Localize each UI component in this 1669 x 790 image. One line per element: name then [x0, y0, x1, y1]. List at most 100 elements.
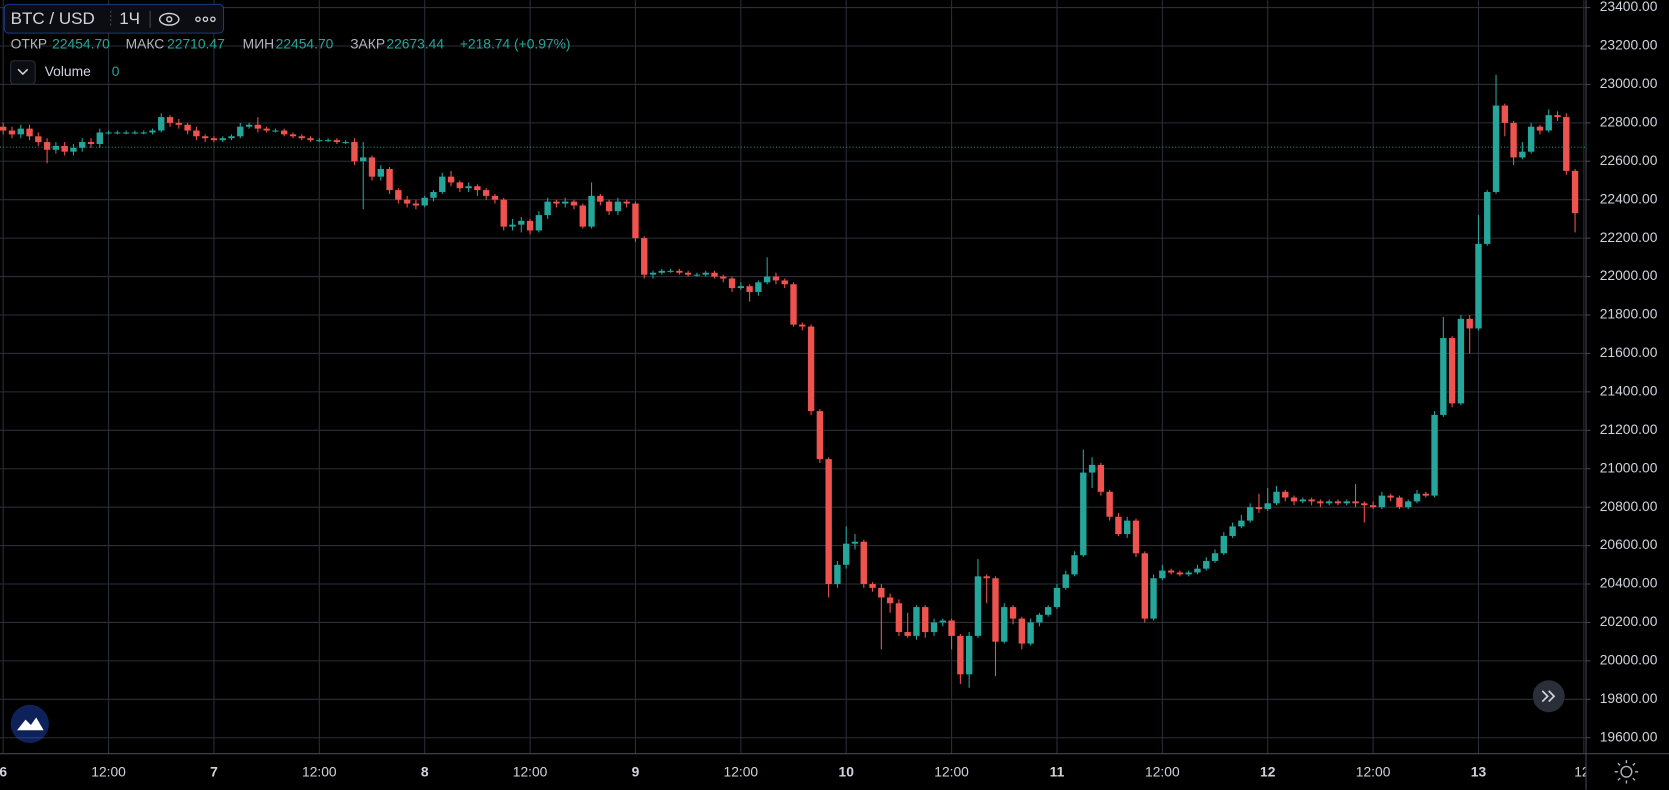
candle-body	[324, 140, 332, 142]
candle-body	[763, 276, 771, 283]
candle-body	[1194, 568, 1201, 573]
candle-body	[395, 190, 402, 200]
candle-body	[1334, 501, 1342, 504]
candle-body	[1431, 414, 1438, 496]
y-tick-label: 20000.00	[1600, 652, 1658, 668]
candle-body	[1150, 578, 1157, 619]
eye-icon[interactable]	[158, 12, 180, 26]
candle-body	[1510, 122, 1517, 158]
x-tick-label: 11	[1050, 764, 1065, 780]
y-tick-label: 23000.00	[1600, 75, 1658, 91]
scroll-to-end[interactable]	[1532, 680, 1565, 713]
candle-body	[737, 286, 745, 289]
candle-body	[1352, 501, 1359, 504]
grid	[0, 0, 1586, 754]
candle-body	[1185, 572, 1192, 575]
candle-body	[886, 597, 894, 604]
x-tick-label: 12:00	[1356, 764, 1391, 780]
candle-body	[1290, 497, 1298, 502]
candle-body	[140, 132, 147, 134]
candle-body	[1106, 491, 1113, 517]
symbol[interactable]: BTC / USD	[11, 9, 95, 28]
x-tick-label: 12:00	[91, 764, 126, 780]
candle-body	[1405, 501, 1412, 508]
candle-body	[1343, 501, 1350, 504]
candle-body	[983, 576, 990, 579]
candle-body	[605, 201, 613, 212]
candle-body	[254, 124, 262, 129]
candle-body	[456, 182, 464, 189]
candle-body	[755, 282, 762, 292]
candle-body	[201, 136, 209, 139]
candle-body	[1554, 115, 1561, 118]
candle-body	[342, 142, 349, 144]
candle-body	[702, 272, 709, 275]
candle-body	[623, 201, 630, 204]
candle-body	[1527, 126, 1535, 152]
candle-body	[1378, 495, 1386, 508]
open-label: ОТКР	[11, 35, 47, 51]
candle-body	[474, 186, 481, 191]
low-value: 22454.70	[276, 35, 334, 51]
candle-body	[1203, 560, 1210, 569]
settings-icon[interactable]	[1614, 760, 1639, 784]
open-value: 22454.70	[52, 35, 110, 51]
y-tick-label: 20600.00	[1600, 536, 1658, 552]
candle-body	[281, 130, 288, 135]
candle-body	[228, 136, 235, 139]
candle-body	[219, 138, 226, 141]
candle-body	[43, 142, 51, 150]
volume-value: 0	[112, 63, 120, 79]
collapse-button[interactable]	[10, 60, 36, 85]
y-tick-label: 21000.00	[1600, 459, 1658, 475]
candle-body	[579, 205, 586, 227]
candle-body	[421, 197, 428, 206]
candle-body	[8, 130, 16, 135]
y-tick-label: 23400.00	[1600, 0, 1658, 14]
candle-body	[746, 286, 753, 292]
y-tick-label: 21200.00	[1600, 421, 1658, 437]
candle-body	[1220, 535, 1228, 554]
candle-body	[149, 130, 156, 133]
symbol-box[interactable]	[3, 3, 225, 34]
candle-body	[96, 132, 103, 144]
candle-body	[70, 147, 77, 152]
logo[interactable]	[10, 704, 49, 744]
y-tick-label: 23200.00	[1600, 37, 1658, 53]
candle-body	[1159, 570, 1166, 579]
candle-body	[1317, 501, 1324, 504]
candle-body	[245, 124, 253, 127]
x-tick-label: 12:00	[1145, 764, 1180, 780]
y-tick-label: 22200.00	[1600, 229, 1658, 245]
y-tick-label: 20200.00	[1600, 613, 1658, 629]
candle-body	[930, 622, 938, 633]
candle-body	[878, 587, 885, 598]
candle-body	[237, 126, 244, 137]
candle-body	[412, 203, 420, 206]
candle-body	[17, 128, 24, 135]
candle-body	[1001, 607, 1008, 642]
more-icon[interactable]	[195, 16, 216, 23]
candle-body	[1211, 553, 1219, 561]
candle-body	[1466, 318, 1473, 329]
candle-body	[720, 276, 727, 279]
interval[interactable]: 1Ч	[119, 9, 140, 28]
candle-body	[333, 140, 341, 143]
y-tick-label: 22600.00	[1600, 152, 1658, 168]
candle-body	[728, 278, 736, 289]
candle-body	[439, 176, 446, 193]
candle-body	[166, 117, 174, 123]
high-value: 22710.47	[167, 35, 225, 51]
candle-body	[1115, 516, 1122, 535]
y-tick-label: 20800.00	[1600, 498, 1658, 514]
low-label: МИН	[243, 35, 274, 51]
candle-body	[1062, 574, 1069, 588]
volume-label: Volume	[45, 63, 91, 79]
candle-body	[272, 130, 279, 132]
candle-body	[509, 224, 516, 227]
x-tick-label: 9	[632, 764, 640, 780]
candle-body	[158, 117, 165, 131]
x-tick-label: 12	[1260, 764, 1276, 780]
x-tick-label: 12:00	[302, 764, 337, 780]
